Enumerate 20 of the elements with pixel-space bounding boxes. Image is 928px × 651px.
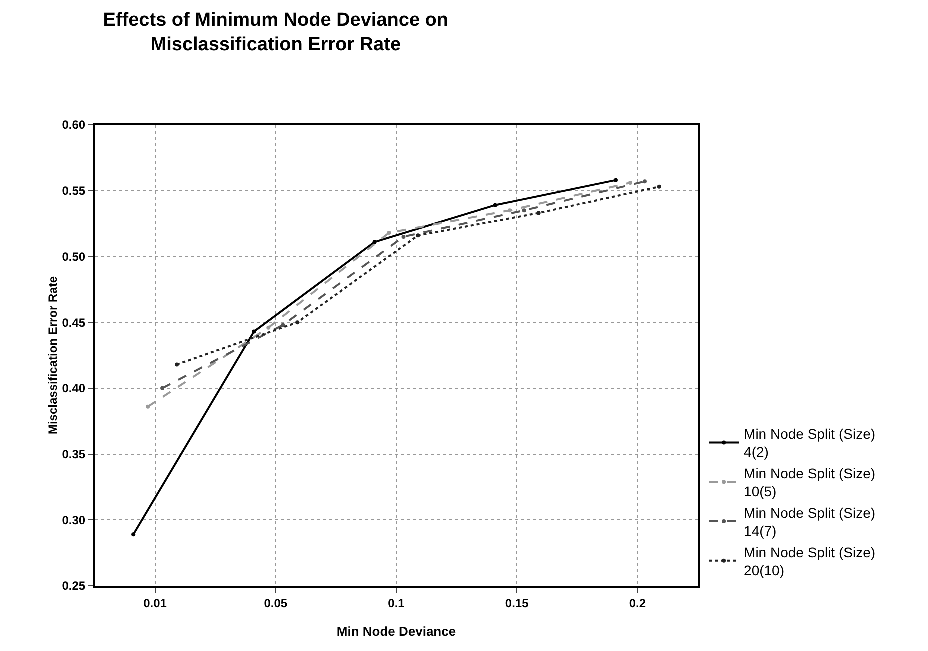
y-tick-label: 0.40 xyxy=(62,382,86,396)
x-axis-title: Min Node Deviance xyxy=(336,624,456,639)
legend-label: Min Node Split (Size) 10(5) xyxy=(744,465,876,500)
legend-label: Min Node Split (Size) 4(2) xyxy=(744,426,876,460)
legend-label: Min Node Split (Size) 14(7) xyxy=(744,504,876,540)
y-axis-title: Misclassification Error Rate xyxy=(46,276,60,435)
chart-title: Effects of Minimum Node Deviance on Misclassification Error Rate xyxy=(103,10,449,56)
x-tick-label: 0.05 xyxy=(264,596,288,610)
y-tick-label: 0.50 xyxy=(62,250,86,264)
y-tick-label: 0.35 xyxy=(62,447,86,462)
x-tick-label: 0.2 xyxy=(629,596,646,610)
y-tick-label: 0.55 xyxy=(62,184,86,198)
x-tick-label: 0.1 xyxy=(388,596,406,610)
y-tick-label: 0.30 xyxy=(62,513,86,528)
y-tick-label: 0.45 xyxy=(62,316,86,330)
y-tick-label: 0.25 xyxy=(62,579,86,594)
legend-label: Min Node Split (Size) 20(10) xyxy=(744,544,876,578)
x-tick-label: 0.15 xyxy=(505,596,530,610)
y-tick-label: 0.60 xyxy=(62,118,86,132)
x-tick-label: 0.01 xyxy=(144,596,168,610)
